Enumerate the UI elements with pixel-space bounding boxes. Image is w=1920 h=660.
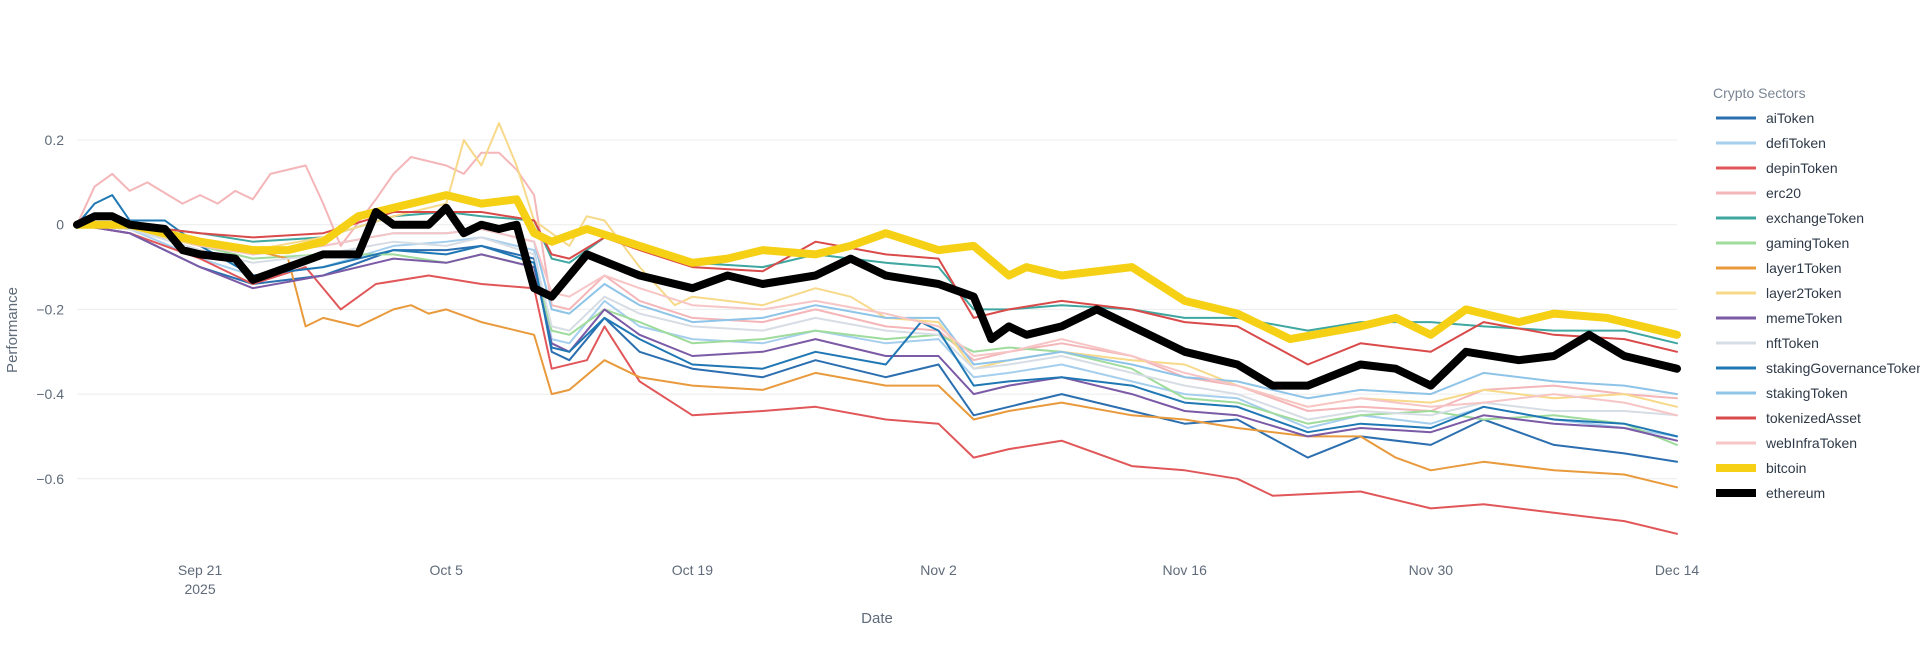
legend-item-webInfraToken[interactable]: webInfraToken [1765, 435, 1857, 451]
series-lines [73, 122, 1681, 535]
x-tick-label: Nov 30 [1409, 562, 1454, 578]
legend-item-layer2Token[interactable]: layer2Token [1766, 285, 1842, 301]
series-line-tokenizedAsset [76, 211, 1678, 366]
legend-item-layer1Token[interactable]: layer1Token [1766, 260, 1842, 276]
legend-item-bitcoin[interactable]: bitcoin [1766, 460, 1806, 476]
x-tick-label: Dec 14 [1655, 562, 1700, 578]
series-line-stakingGovernanceToken [76, 194, 1678, 438]
legend-item-aiToken[interactable]: aiToken [1766, 110, 1814, 126]
legend-title: Crypto Sectors [1713, 85, 1806, 101]
y-axis-ticks: 0.2 0 −0.2 −0.4 −0.6 [36, 132, 64, 487]
legend-item-nftToken[interactable]: nftToken [1766, 335, 1819, 351]
legend-item-ethereum[interactable]: ethereum [1766, 485, 1825, 501]
series-line-ethereum [73, 203, 1681, 390]
y-tick-label: −0.2 [36, 301, 64, 317]
x-tick-sublabel: 2025 [184, 581, 215, 597]
series-line-depinToken [76, 223, 1678, 535]
legend-item-tokenizedAsset[interactable]: tokenizedAsset [1766, 410, 1861, 426]
x-tick-label: Oct 5 [429, 562, 463, 578]
series-line-layer1Token [76, 223, 1678, 489]
series-line-memeToken [76, 223, 1678, 442]
legend-item-depinToken[interactable]: depinToken [1766, 160, 1838, 176]
series-line-gamingToken [76, 223, 1678, 446]
x-tick-label: Nov 16 [1163, 562, 1208, 578]
series-line-nftToken [76, 223, 1678, 421]
y-axis-title: Performance [4, 287, 21, 373]
legend-item-exchangeToken[interactable]: exchangeToken [1766, 210, 1864, 226]
x-tick-label: Oct 19 [672, 562, 713, 578]
legend-item-stakingGovernanceToken[interactable]: stakingGovernanceToken [1766, 360, 1920, 376]
series-line-erc20 [76, 151, 1678, 412]
x-axis-ticks: Sep 21 2025 Oct 5 Oct 19 Nov 2 Nov 16 Nov 30 De… [178, 562, 1700, 597]
legend-item-memeToken[interactable]: memeToken [1766, 310, 1842, 326]
legend: Crypto Sectors aiToken defiToken depinToke… [1713, 85, 1920, 501]
series-line-webInfraToken [76, 223, 1678, 417]
legend-item-stakingToken[interactable]: stakingToken [1766, 385, 1848, 401]
legend-item-defiToken[interactable]: defiToken [1766, 135, 1826, 151]
x-tick-label: Nov 2 [920, 562, 957, 578]
y-tick-label: 0 [56, 217, 64, 233]
x-axis-title: Date [861, 610, 893, 627]
x-tick-label: Sep 21 [178, 562, 223, 578]
legend-item-gamingToken[interactable]: gamingToken [1766, 235, 1849, 251]
legend-item-erc20[interactable]: erc20 [1766, 185, 1801, 201]
y-tick-label: −0.4 [36, 386, 64, 402]
y-tick-label: 0.2 [45, 132, 65, 148]
legend-items: aiToken defiToken depinToken erc20 exchangeT… [1716, 110, 1920, 501]
y-tick-label: −0.6 [36, 471, 64, 487]
series-line-layer2Token [76, 122, 1678, 408]
series-line-bitcoin [73, 191, 1681, 344]
